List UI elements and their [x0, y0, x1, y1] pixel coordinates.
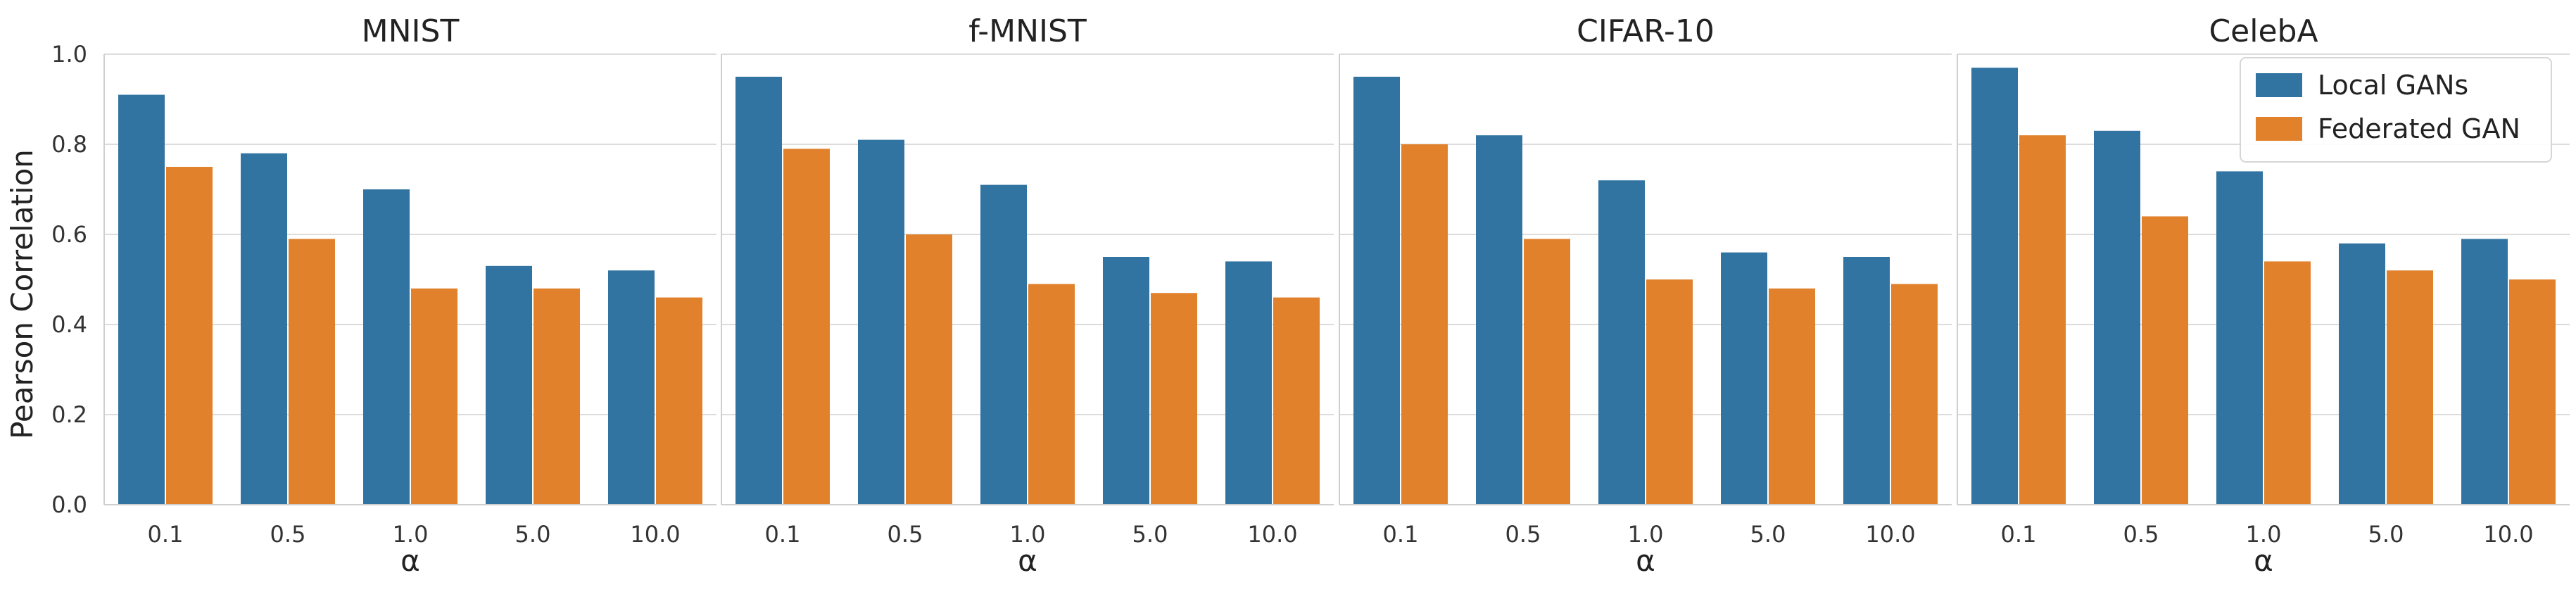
bar-0-0-3: [486, 265, 532, 505]
x-tick-label-3-4: 10.0: [2483, 521, 2533, 548]
bar-3-1-3: [2387, 270, 2433, 505]
x-tick-label-3-1: 0.5: [2123, 521, 2159, 548]
bar-0-1-4: [656, 297, 702, 505]
bar-2-0-0: [1353, 77, 1400, 505]
bar-3-1-4: [2509, 279, 2556, 505]
x-axis-label-3: α: [2254, 543, 2273, 578]
bar-1-0-4: [1225, 261, 1272, 505]
bar-1-0-3: [1103, 257, 1149, 505]
bar-1-1-4: [1273, 297, 1320, 505]
panel-title-0: MNIST: [362, 13, 460, 49]
y-tick-label-1: 0.2: [51, 401, 87, 428]
legend-label-0: Local GANs: [2318, 70, 2468, 101]
x-tick-label-1-2: 1.0: [1010, 521, 1046, 548]
bar-0-0-4: [608, 270, 655, 505]
bar-3-0-2: [2216, 171, 2263, 505]
bar-1-1-1: [906, 234, 952, 505]
bar-0-1-2: [411, 288, 457, 505]
x-tick-label-1-1: 0.5: [888, 521, 923, 548]
x-tick-label-3-2: 1.0: [2246, 521, 2282, 548]
bar-1-0-1: [858, 139, 904, 505]
bar-1-0-2: [980, 184, 1027, 505]
bar-0-0-0: [118, 94, 165, 505]
x-tick-label-1-3: 5.0: [1132, 521, 1168, 548]
y-tick-label-0: 0.0: [51, 491, 87, 518]
x-tick-label-2-4: 10.0: [1865, 521, 1915, 548]
bar-3-0-3: [2339, 243, 2385, 505]
bar-2-1-3: [1769, 288, 1815, 505]
bar-0-0-2: [363, 189, 410, 505]
legend-swatch-1: [2256, 117, 2302, 141]
legend-box: [2240, 57, 2552, 163]
bar-0-0-1: [241, 153, 287, 505]
bar-3-0-4: [2461, 239, 2508, 505]
bar-2-0-2: [1598, 180, 1645, 505]
bar-1-1-3: [1151, 293, 1197, 505]
x-tick-label-2-0: 0.1: [1383, 521, 1419, 548]
y-tick-label-3: 0.6: [51, 221, 87, 248]
bar-1-1-0: [783, 149, 830, 505]
y-tick-label-2: 0.4: [51, 311, 87, 338]
bar-2-0-4: [1843, 257, 1890, 505]
legend-swatch-0: [2256, 73, 2302, 97]
x-axis-label-1: α: [1018, 543, 1037, 578]
x-tick-label-1-0: 0.1: [765, 521, 801, 548]
bar-2-0-1: [1476, 135, 1522, 505]
bar-2-0-3: [1721, 252, 1767, 505]
y-tick-label-5: 1.0: [51, 41, 87, 68]
bar-0-1-3: [533, 288, 580, 505]
y-axis-label: Pearson Correlation: [5, 149, 39, 439]
x-tick-label-0-2: 1.0: [393, 521, 429, 548]
x-tick-label-3-3: 5.0: [2368, 521, 2404, 548]
y-tick-label-4: 0.8: [51, 131, 87, 158]
legend-label-1: Federated GAN: [2318, 113, 2520, 144]
bar-3-0-1: [2094, 130, 2140, 505]
x-tick-label-3-0: 0.1: [2001, 521, 2037, 548]
bar-3-1-2: [2264, 261, 2311, 505]
x-tick-label-2-2: 1.0: [1628, 521, 1664, 548]
bar-1-1-2: [1028, 284, 1075, 505]
bar-0-1-0: [166, 167, 213, 505]
bar-3-1-0: [2019, 135, 2066, 505]
x-tick-label-0-1: 0.5: [270, 521, 306, 548]
x-tick-label-1-4: 10.0: [1247, 521, 1297, 548]
bar-2-1-2: [1646, 279, 1693, 505]
panel-title-3: CelebA: [2209, 13, 2318, 49]
bar-3-1-1: [2142, 216, 2188, 505]
x-axis-label-0: α: [400, 543, 420, 578]
panel-title-1: f-MNIST: [968, 13, 1087, 49]
bar-2-1-4: [1891, 284, 1938, 505]
panel-title-2: CIFAR-10: [1577, 13, 1715, 49]
bar-3-0-0: [1971, 68, 2018, 505]
x-tick-label-2-1: 0.5: [1505, 521, 1541, 548]
bar-0-1-1: [289, 239, 335, 505]
x-tick-label-0-3: 5.0: [515, 521, 551, 548]
x-tick-label-0-4: 10.0: [630, 521, 680, 548]
bar-2-1-0: [1401, 144, 1448, 505]
x-tick-label-2-3: 5.0: [1750, 521, 1786, 548]
bar-2-1-1: [1524, 239, 1570, 505]
x-tick-label-0-0: 0.1: [148, 521, 184, 548]
x-axis-label-2: α: [1636, 543, 1655, 578]
bar-1-0-0: [735, 77, 782, 505]
